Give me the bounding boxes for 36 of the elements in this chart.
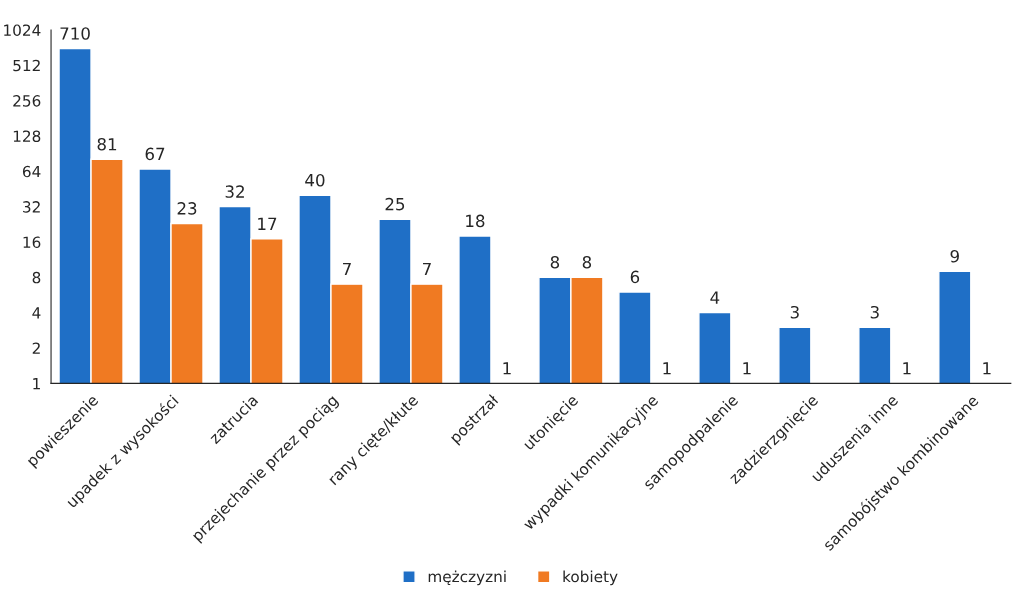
y-tick-label: 1	[33, 378, 40, 390]
data-label: 32	[225, 185, 244, 198]
y-tick-label: 1024	[4, 24, 41, 36]
data-label: 6	[630, 270, 640, 284]
y-tick-label: 512	[13, 59, 40, 72]
data-label: 18	[466, 214, 485, 228]
data-label: 1	[983, 362, 991, 375]
data-label: 8	[550, 255, 560, 269]
data-label: 81	[97, 137, 117, 151]
data-label: 23	[177, 202, 197, 215]
data-label: 4	[710, 291, 720, 304]
data-label: 8	[582, 255, 592, 269]
data-label: 7	[343, 262, 351, 276]
data-label: 25	[385, 197, 405, 211]
data-label: 9	[950, 249, 959, 263]
y-tick-label: 4	[32, 307, 41, 319]
y-tick-label: 256	[13, 95, 41, 107]
legend-label: kobiety	[563, 570, 618, 586]
data-label: 1	[903, 362, 911, 375]
y-tick-label: 8	[32, 271, 41, 284]
data-label: 1	[503, 362, 511, 375]
data-label: 40	[305, 173, 325, 187]
data-label: 7	[423, 262, 431, 276]
legend-label: mężczyzni	[428, 570, 506, 586]
y-tick-label: 2	[32, 342, 40, 354]
y-tick-label: 64	[22, 165, 41, 178]
data-label: 67	[145, 147, 165, 161]
y-tick-label: 16	[23, 236, 41, 249]
y-tick-label: 128	[13, 130, 41, 142]
y-tick-label: 32	[23, 201, 40, 213]
data-label: 1	[663, 362, 671, 375]
data-label: 3	[790, 305, 799, 319]
data-label: 3	[870, 305, 879, 319]
data-label: 710	[60, 27, 90, 40]
data-label: 1	[743, 362, 751, 375]
data-label: 17	[258, 217, 277, 230]
